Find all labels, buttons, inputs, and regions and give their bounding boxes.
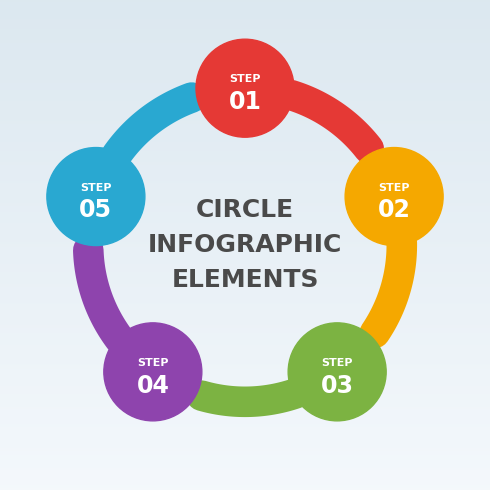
Circle shape	[288, 323, 386, 421]
Text: STEP: STEP	[321, 358, 353, 368]
Text: 04: 04	[136, 373, 169, 397]
Text: STEP: STEP	[229, 74, 261, 84]
Text: STEP: STEP	[137, 358, 169, 368]
Circle shape	[345, 147, 443, 245]
Circle shape	[47, 147, 145, 245]
Text: 01: 01	[228, 90, 262, 114]
Circle shape	[104, 323, 202, 421]
Text: ELEMENTS: ELEMENTS	[171, 269, 319, 292]
Text: STEP: STEP	[378, 183, 410, 193]
Text: CIRCLE: CIRCLE	[196, 198, 294, 221]
Text: INFOGRAPHIC: INFOGRAPHIC	[148, 233, 342, 257]
Text: 02: 02	[378, 198, 411, 222]
Circle shape	[196, 39, 294, 137]
Text: STEP: STEP	[80, 183, 112, 193]
Text: 05: 05	[79, 198, 112, 222]
Text: 03: 03	[320, 373, 354, 397]
